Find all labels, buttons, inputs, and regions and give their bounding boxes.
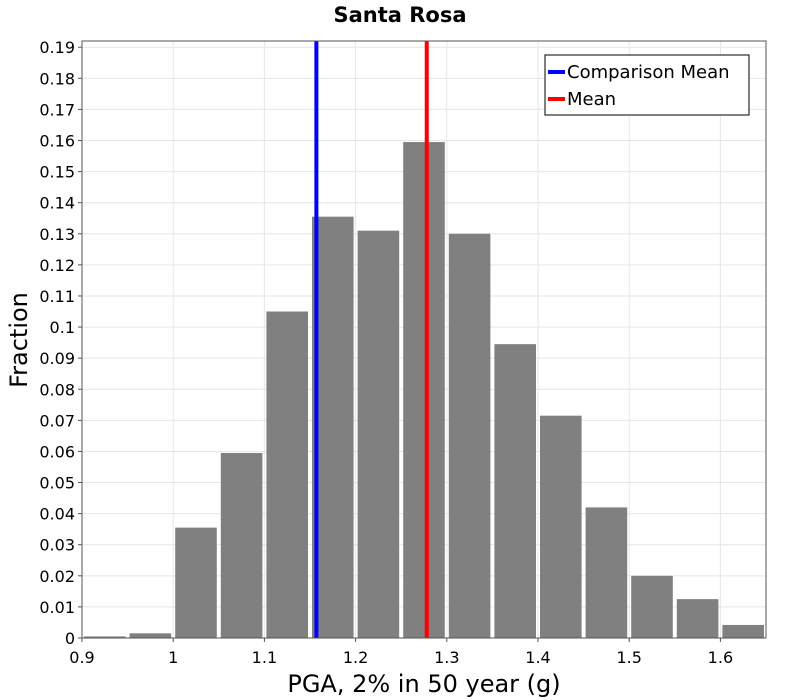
y-tick-label: 0.06: [39, 442, 75, 461]
x-tick-label: 1.1: [252, 648, 277, 667]
y-tick-label: 0.17: [39, 100, 75, 119]
legend-label: Mean: [567, 89, 616, 110]
x-tick-label: 1.5: [616, 648, 641, 667]
x-tick-label: 1: [168, 648, 178, 667]
y-tick-label: 0.03: [39, 536, 75, 555]
y-axis-title: Fraction: [5, 292, 33, 388]
histogram-bar: [403, 142, 445, 638]
y-tick-label: 0.1: [50, 318, 75, 337]
histogram-bar: [266, 311, 308, 638]
histogram-bar: [357, 230, 400, 638]
x-tick-label: 0.9: [69, 648, 94, 667]
y-tick-label: 0.19: [39, 38, 75, 57]
legend: Comparison Mean Mean: [544, 54, 750, 116]
mean-lines: [314, 41, 429, 638]
y-tick-label: 0.04: [39, 505, 75, 524]
histogram-bar: [540, 415, 582, 638]
chart-title: Santa Rosa: [333, 3, 466, 27]
legend-label: Comparison Mean: [567, 62, 730, 83]
y-axis: 0 0.01 0.02 0.03 0.04 0.05 0.06 0.07 0.08 0.09 0.1…: [39, 38, 82, 648]
y-tick-label: 0.01: [39, 598, 75, 617]
y-tick-label: 0.11: [39, 287, 75, 306]
histogram-bar: [585, 507, 628, 638]
histogram-bar: [448, 233, 491, 638]
y-tick-label: 0.07: [39, 411, 75, 430]
histogram-bar: [676, 599, 719, 638]
y-tick-label: 0: [65, 629, 75, 648]
y-tick-label: 0.08: [39, 380, 75, 399]
y-tick-label: 0.12: [39, 256, 75, 275]
y-tick-label: 0.02: [39, 567, 75, 586]
histogram-bar: [84, 636, 126, 638]
histogram-bar: [129, 633, 172, 638]
y-tick-label: 0.14: [39, 194, 75, 213]
histogram-bar: [220, 452, 263, 638]
x-tick-label: 1.4: [525, 648, 550, 667]
y-tick-label: 0.15: [39, 163, 75, 182]
x-axis-title: PGA, 2% in 50 year (g): [287, 670, 560, 698]
x-tick-label: 1.2: [343, 648, 368, 667]
x-tick-label: 1.3: [434, 648, 459, 667]
y-tick-label: 0.09: [39, 349, 75, 368]
plot-border: [81, 40, 767, 639]
histogram-bar: [312, 216, 354, 638]
histogram-bar: [722, 624, 764, 638]
y-tick-label: 0.13: [39, 225, 75, 244]
y-tick-label: 0.05: [39, 474, 75, 493]
x-tick-label: 1.6: [708, 648, 733, 667]
y-tick-label: 0.16: [39, 132, 75, 151]
histogram-bar: [175, 527, 217, 638]
histogram-bar: [631, 575, 673, 638]
x-axis: 0.9 1 1.1 1.2 1.3 1.4 1.5 1.6: [69, 638, 733, 667]
legend-box: [544, 54, 750, 116]
histogram-bar: [494, 344, 536, 638]
histogram-bars: [84, 142, 764, 638]
y-tick-label: 0.18: [39, 69, 75, 88]
